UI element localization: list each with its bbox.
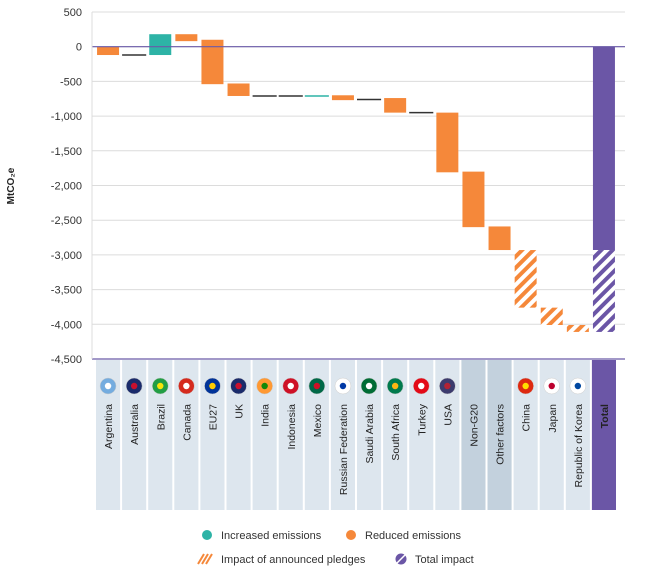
- x-tick-label: Republic of Korea: [573, 404, 585, 488]
- bar: [514, 250, 537, 308]
- legend-label: Impact of announced pledges: [221, 554, 366, 566]
- legend-label: Increased emissions: [221, 530, 322, 542]
- y-axis-label: MtCO₂e: [6, 167, 17, 204]
- y-tick-label: 500: [64, 7, 82, 19]
- flags: [99, 377, 587, 395]
- flag-icon: [204, 377, 221, 395]
- x-tick-label: Argentina: [103, 404, 115, 449]
- flag-icon: [282, 377, 299, 395]
- bar: [436, 112, 459, 173]
- axes: [91, 12, 625, 360]
- bar: [331, 95, 354, 101]
- flag-icon: [543, 377, 560, 395]
- x-tick-label: Japan: [547, 404, 559, 433]
- y-tick-label: -4,000: [51, 319, 82, 331]
- y-tick-label: -500: [60, 76, 82, 88]
- legend-label: Reduced emissions: [365, 530, 461, 542]
- x-tick-label: Non-G20: [468, 404, 480, 447]
- x-tick-label: Other factors: [495, 404, 507, 465]
- bar-total: [592, 46, 615, 251]
- increased-legend-icon: [202, 530, 212, 540]
- y-tick-label: -2,500: [51, 215, 82, 227]
- legend-item: Increased emissions: [202, 530, 322, 542]
- y-tick-label: -1,500: [51, 146, 82, 158]
- x-tick-label: Russian Federation: [338, 404, 350, 495]
- flag-icon: [413, 377, 430, 395]
- legend-label: Total impact: [415, 554, 474, 566]
- flag-icon: [256, 377, 273, 395]
- bar: [384, 98, 407, 113]
- x-tick-label: Saudi Arabia: [364, 404, 376, 464]
- flag-icon: [152, 377, 169, 395]
- y-tick-label: -2,000: [51, 181, 82, 193]
- flag-icon: [230, 377, 247, 395]
- x-tick-label: Australia: [129, 404, 141, 445]
- legend: Increased emissions Reduced emissions Impa…: [197, 530, 474, 566]
- x-tick-label: EU27: [207, 404, 219, 430]
- legend-item: Impact of announced pledges: [197, 553, 366, 566]
- y-tick-label: -3,000: [51, 250, 82, 262]
- flag-icon: [334, 377, 352, 395]
- flag-icon: [569, 377, 587, 395]
- flag-icon: [178, 377, 195, 395]
- category-column: [461, 360, 486, 510]
- bar: [97, 46, 120, 56]
- grid: [92, 11, 625, 360]
- pledges-legend-icon: [197, 553, 213, 565]
- category-columns: [96, 360, 616, 510]
- bar: [149, 34, 172, 56]
- x-tick-label: Total: [599, 404, 611, 428]
- flag-icon: [99, 377, 117, 395]
- flag-icon: [439, 377, 456, 395]
- bar: [227, 83, 250, 96]
- flag-icon: [517, 377, 534, 395]
- flag-icon: [360, 377, 378, 395]
- x-tick-labels: Argentina Australia Brazil Canada EU27 UK Indi…: [103, 403, 611, 495]
- flag-icon: [386, 377, 404, 395]
- x-tick-label: South Africa: [390, 404, 402, 461]
- bar: [175, 34, 198, 42]
- x-tick-label: Brazil: [155, 404, 167, 430]
- bar: [540, 307, 563, 325]
- y-tick-label: -1,000: [51, 111, 82, 123]
- bar: [201, 39, 224, 85]
- total-legend-icon: [395, 553, 407, 565]
- category-column: [591, 360, 616, 510]
- reduced-legend-icon: [346, 530, 356, 540]
- flag-icon: [125, 377, 143, 395]
- bar: [462, 171, 485, 228]
- flag-icon: [308, 377, 326, 395]
- x-tick-label: Canada: [181, 404, 193, 441]
- bar: [488, 226, 511, 251]
- legend-item: Total impact: [395, 553, 474, 566]
- x-tick-label: USA: [442, 404, 454, 426]
- y-tick-label: -3,500: [51, 285, 82, 297]
- x-tick-label: Turkey: [416, 403, 428, 435]
- x-tick-label: India: [260, 404, 272, 427]
- y-tick-labels: 500 0 -500 -1,000 -1,500 -2,000 -2,500 -3,000 -3…: [51, 7, 82, 366]
- y-tick-label: -4,500: [51, 354, 82, 366]
- y-tick-label: 0: [76, 42, 82, 54]
- legend-item: Reduced emissions: [346, 530, 461, 542]
- bar: [566, 324, 589, 332]
- category-column: [487, 360, 512, 510]
- x-tick-label: Indonesia: [286, 404, 298, 450]
- x-tick-label: UK: [234, 404, 246, 419]
- bars: [97, 34, 615, 332]
- x-tick-label: Mexico: [312, 404, 324, 437]
- bar-total-pledges: [592, 250, 615, 332]
- x-tick-label: China: [521, 404, 533, 432]
